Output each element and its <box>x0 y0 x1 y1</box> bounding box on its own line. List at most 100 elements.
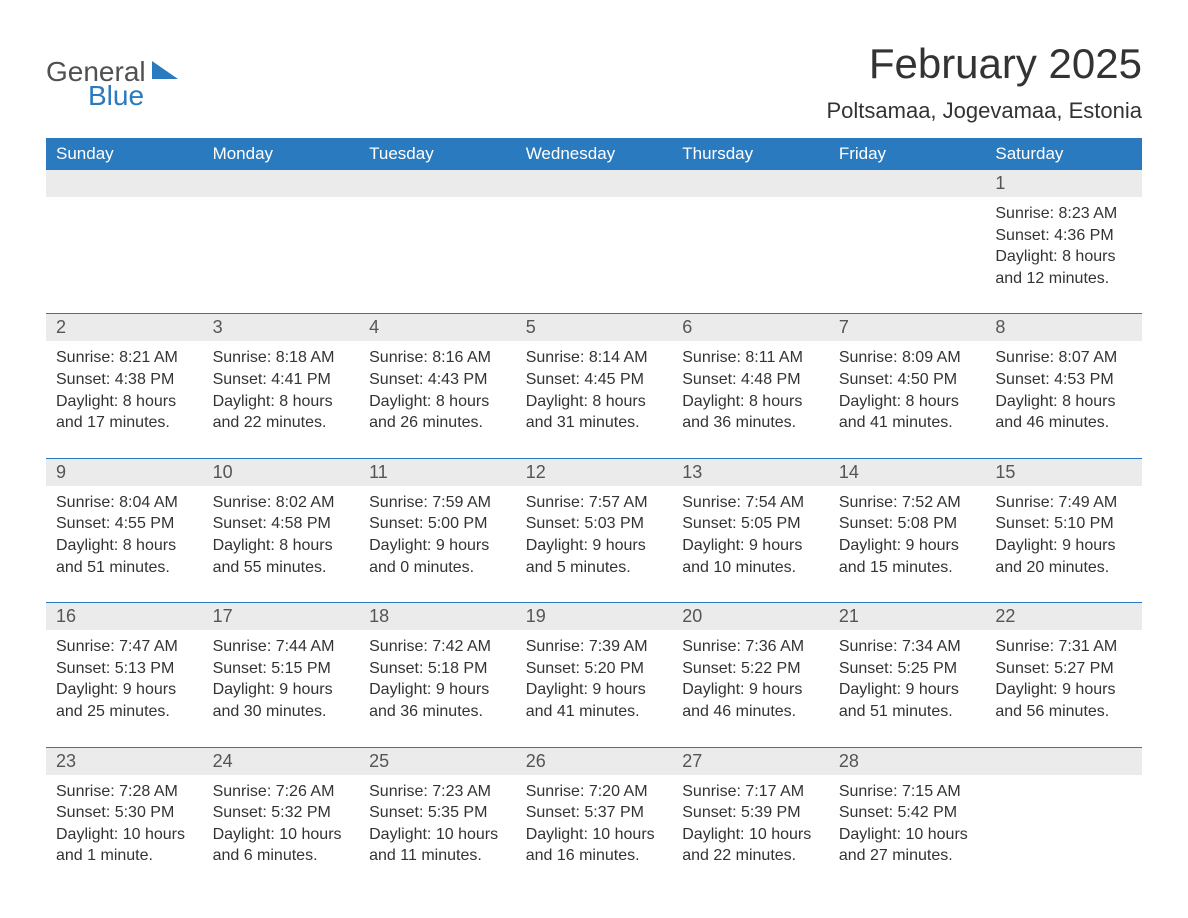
daylight-text-line2: and 11 minutes. <box>369 845 506 867</box>
sunrise-text: Sunrise: 7:39 AM <box>526 636 663 658</box>
day-content-cell: Sunrise: 7:36 AMSunset: 5:22 PMDaylight:… <box>672 630 829 747</box>
daylight-text-line2: and 56 minutes. <box>995 701 1132 723</box>
day-content-cell: Sunrise: 7:39 AMSunset: 5:20 PMDaylight:… <box>516 630 673 747</box>
day-number-row: 1 <box>46 170 1142 197</box>
sunset-text: Sunset: 5:08 PM <box>839 513 976 535</box>
weekday-header: Saturday <box>985 138 1142 170</box>
daylight-text-line1: Daylight: 10 hours <box>56 824 193 846</box>
sunrise-text: Sunrise: 7:20 AM <box>526 781 663 803</box>
sunset-text: Sunset: 5:13 PM <box>56 658 193 680</box>
header: General Blue February 2025 Poltsamaa, Jo… <box>46 40 1142 124</box>
daylight-text-line2: and 5 minutes. <box>526 557 663 579</box>
day-number-cell <box>203 170 360 197</box>
weekday-header-row: SundayMondayTuesdayWednesdayThursdayFrid… <box>46 138 1142 170</box>
daylight-text-line2: and 10 minutes. <box>682 557 819 579</box>
logo-word-2: Blue <box>88 82 178 110</box>
title-block: February 2025 Poltsamaa, Jogevamaa, Esto… <box>826 40 1142 124</box>
day-number-cell: 1 <box>985 170 1142 197</box>
day-content-row: Sunrise: 8:04 AMSunset: 4:55 PM Daylight:… <box>46 486 1142 603</box>
sunset-text: Sunset: 4:58 PM <box>213 513 350 535</box>
sunset-text: Sunset: 5:25 PM <box>839 658 976 680</box>
logo-triangle-icon <box>152 68 178 85</box>
sunrise-text: Sunrise: 8:07 AM <box>995 347 1132 369</box>
sunrise-text: Sunrise: 7:28 AM <box>56 781 193 803</box>
sunset-text: Sunset: 4:36 PM <box>995 225 1132 247</box>
day-number-cell: 22 <box>985 603 1142 630</box>
sunrise-text: Sunrise: 8:23 AM <box>995 203 1132 225</box>
sunrise-text: Sunrise: 8:21 AM <box>56 347 193 369</box>
daylight-text-line2: and 55 minutes. <box>213 557 350 579</box>
day-content-row: Sunrise: 7:47 AMSunset: 5:13 PMDaylight:… <box>46 630 1142 747</box>
daylight-text-line1: Daylight: 8 hours <box>839 391 976 413</box>
day-content-cell: Sunrise: 7:44 AMSunset: 5:15 PMDaylight:… <box>203 630 360 747</box>
sunset-text: Sunset: 5:15 PM <box>213 658 350 680</box>
sunset-text: Sunset: 5:35 PM <box>369 802 506 824</box>
sunrise-text: Sunrise: 7:59 AM <box>369 492 506 514</box>
day-number-cell: 19 <box>516 603 673 630</box>
sunset-text: Sunset: 5:42 PM <box>839 802 976 824</box>
sunset-text: Sunset: 5:37 PM <box>526 802 663 824</box>
logo: General Blue <box>46 40 178 110</box>
day-content-cell: Sunrise: 7:34 AMSunset: 5:25 PMDaylight:… <box>829 630 986 747</box>
daylight-text-line1: Daylight: 9 hours <box>213 679 350 701</box>
daylight-text-line2: and 6 minutes. <box>213 845 350 867</box>
sunrise-text: Sunrise: 7:17 AM <box>682 781 819 803</box>
day-number-cell: 2 <box>46 314 203 341</box>
day-content-cell: Sunrise: 7:54 AMSunset: 5:05 PMDaylight:… <box>672 486 829 603</box>
daylight-text-line1: Daylight: 8 hours <box>213 391 350 413</box>
daylight-text-line2: and 36 minutes. <box>682 412 819 434</box>
daylight-text-line1: Daylight: 8 hours <box>526 391 663 413</box>
day-number-cell: 27 <box>672 748 829 775</box>
location-label: Poltsamaa, Jogevamaa, Estonia <box>826 98 1142 124</box>
daylight-text-line2: and 22 minutes. <box>682 845 819 867</box>
day-content-cell: Sunrise: 8:04 AMSunset: 4:55 PMDaylight:… <box>46 486 203 603</box>
sunset-text: Sunset: 4:41 PM <box>213 369 350 391</box>
day-number-cell: 7 <box>829 314 986 341</box>
day-number-cell: 12 <box>516 459 673 486</box>
day-number-cell: 18 <box>359 603 516 630</box>
daylight-text-line2: and 41 minutes. <box>526 701 663 723</box>
sunset-text: Sunset: 5:18 PM <box>369 658 506 680</box>
sunset-text: Sunset: 4:50 PM <box>839 369 976 391</box>
sunset-text: Sunset: 5:00 PM <box>369 513 506 535</box>
day-content-cell: Sunrise: 8:02 AMSunset: 4:58 PMDaylight:… <box>203 486 360 603</box>
day-number-cell: 28 <box>829 748 986 775</box>
daylight-text-line1: Daylight: 9 hours <box>995 535 1132 557</box>
daylight-text-line2: and 17 minutes. <box>56 412 193 434</box>
daylight-text-line2: and 15 minutes. <box>839 557 976 579</box>
daylight-text-line1: Daylight: 10 hours <box>682 824 819 846</box>
day-content-cell: Sunrise: 8:16 AMSunset: 4:43 PMDaylight:… <box>359 341 516 458</box>
day-number-cell: 3 <box>203 314 360 341</box>
sunset-text: Sunset: 4:38 PM <box>56 369 193 391</box>
sunrise-text: Sunrise: 8:09 AM <box>839 347 976 369</box>
daylight-text-line2: and 31 minutes. <box>526 412 663 434</box>
day-content-cell: Sunrise: 7:49 AMSunset: 5:10 PMDaylight:… <box>985 486 1142 603</box>
daylight-text-line1: Daylight: 9 hours <box>56 679 193 701</box>
daylight-text-line1: Daylight: 8 hours <box>213 535 350 557</box>
month-title: February 2025 <box>826 40 1142 88</box>
sunset-text: Sunset: 4:55 PM <box>56 513 193 535</box>
day-number-cell: 13 <box>672 459 829 486</box>
day-number-cell: 9 <box>46 459 203 486</box>
day-number-cell <box>672 170 829 197</box>
sunrise-text: Sunrise: 7:49 AM <box>995 492 1132 514</box>
daylight-text-line1: Daylight: 9 hours <box>682 535 819 557</box>
sunrise-text: Sunrise: 7:44 AM <box>213 636 350 658</box>
day-number-cell: 14 <box>829 459 986 486</box>
day-number-cell: 11 <box>359 459 516 486</box>
sunrise-text: Sunrise: 8:04 AM <box>56 492 193 514</box>
day-content-cell: Sunrise: 7:15 AMSunset: 5:42 PMDaylight:… <box>829 775 986 891</box>
day-number-cell: 25 <box>359 748 516 775</box>
daylight-text-line1: Daylight: 8 hours <box>995 391 1132 413</box>
sunrise-text: Sunrise: 7:47 AM <box>56 636 193 658</box>
daylight-text-line1: Daylight: 9 hours <box>369 535 506 557</box>
day-number-cell: 8 <box>985 314 1142 341</box>
sunrise-text: Sunrise: 7:31 AM <box>995 636 1132 658</box>
day-content-row: Sunrise: 7:28 AMSunset: 5:30 PMDaylight:… <box>46 775 1142 891</box>
day-number-cell: 10 <box>203 459 360 486</box>
day-content-cell <box>672 197 829 314</box>
day-content-cell: Sunrise: 8:11 AMSunset: 4:48 PMDaylight:… <box>672 341 829 458</box>
sunrise-text: Sunrise: 7:34 AM <box>839 636 976 658</box>
daylight-text-line1: Daylight: 10 hours <box>369 824 506 846</box>
daylight-text-line1: Daylight: 8 hours <box>682 391 819 413</box>
